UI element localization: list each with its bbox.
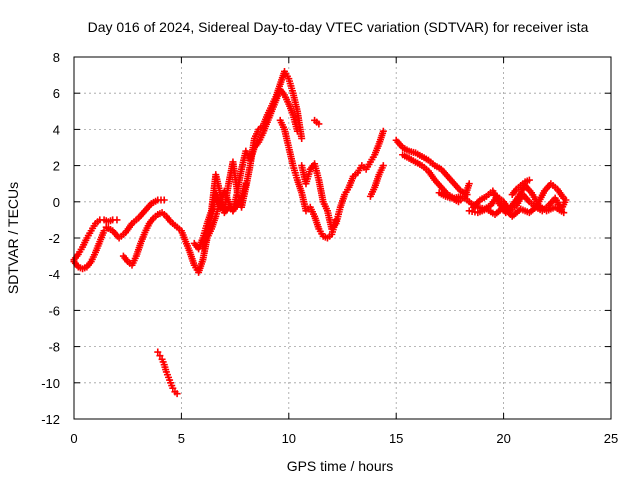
data-point <box>156 352 164 360</box>
x-tick-label: 10 <box>282 431 296 446</box>
y-tick-label: -12 <box>41 412 60 427</box>
x-tick-label: 5 <box>178 431 185 446</box>
data-point <box>160 196 168 204</box>
y-tick-label: 2 <box>53 159 60 174</box>
y-tick-label: -2 <box>48 231 60 246</box>
x-tick-label: 25 <box>604 431 618 446</box>
data-point <box>113 216 121 224</box>
data-point <box>100 227 108 235</box>
series-track-k <box>311 116 323 128</box>
x-tick-label: 20 <box>496 431 510 446</box>
y-tick-label: 6 <box>53 86 60 101</box>
x-tick-label: 0 <box>70 431 77 446</box>
series-track-d <box>119 209 183 269</box>
data-point <box>169 384 177 392</box>
y-tick-label: 0 <box>53 195 60 210</box>
y-axis-label: SDTVAR / TECUs <box>5 182 21 294</box>
y-tick-label: -4 <box>48 267 60 282</box>
chart-title: Day 016 of 2024, Sidereal Day-to-day VTE… <box>88 19 589 35</box>
grid <box>74 57 611 419</box>
series-track-o <box>435 180 473 206</box>
series-track-a <box>70 216 121 264</box>
series-track-j <box>298 127 387 233</box>
y-tick-label: -8 <box>48 340 60 355</box>
data-point <box>315 120 323 128</box>
series-track-m <box>392 136 471 199</box>
y-tick-label: 8 <box>53 50 60 65</box>
series-track-s <box>465 201 568 220</box>
data-point <box>173 390 181 398</box>
data-points <box>70 67 570 398</box>
y-tick-label: -6 <box>48 303 60 318</box>
data-point <box>379 162 387 170</box>
data-point <box>560 194 568 202</box>
data-point <box>242 180 250 188</box>
series-track-h <box>199 180 250 251</box>
series-track-n <box>399 151 465 202</box>
series-track-i <box>276 116 340 242</box>
series-track-e <box>154 348 181 398</box>
y-tick-label: -10 <box>41 376 60 391</box>
series-track-r <box>508 176 533 199</box>
series-track-c <box>102 196 168 242</box>
series-track-l <box>366 162 387 200</box>
x-axis-label: GPS time / hours <box>287 458 394 474</box>
data-point <box>560 209 568 217</box>
data-point <box>154 348 162 356</box>
y-tick-label: 4 <box>53 122 60 137</box>
data-point <box>525 176 533 184</box>
data-point <box>293 127 301 135</box>
data-point <box>379 127 387 135</box>
series-track-b <box>70 227 108 273</box>
data-point <box>465 180 473 188</box>
x-tick-label: 15 <box>389 431 403 446</box>
data-point <box>298 134 306 142</box>
series-track-q <box>470 180 568 217</box>
axis-ticks: 0 5 10 15 20 25 -12 -10 -8 -6 -4 -2 0 2 4 6 8 <box>41 50 618 446</box>
